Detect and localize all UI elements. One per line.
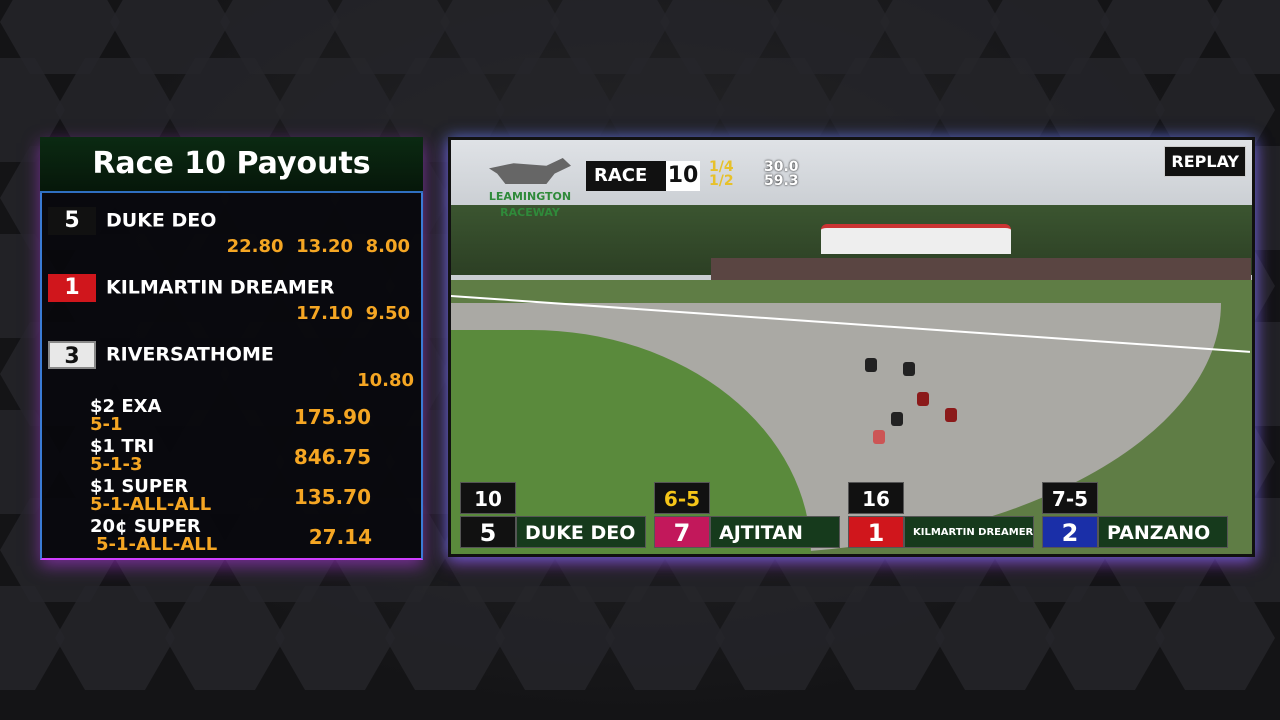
horse-name: RIVERSATHOME bbox=[106, 343, 274, 366]
odds: 6-5 bbox=[654, 482, 710, 514]
wager-label: $1 SUPER bbox=[90, 476, 189, 497]
post-position: 1 bbox=[48, 274, 96, 302]
finisher-3: 3 RIVERSATHOME bbox=[48, 341, 274, 369]
place-payout: 17.10 bbox=[296, 303, 354, 324]
post-position: 2 bbox=[1042, 516, 1098, 548]
finisher-1: 5 DUKE DEO bbox=[48, 207, 216, 235]
finisher-1-payouts: 22.80 13.20 8.00 bbox=[227, 236, 410, 257]
fraction: 1/2 bbox=[709, 173, 734, 189]
odds: 16 bbox=[848, 482, 904, 514]
horse-logo-icon bbox=[489, 158, 571, 184]
horse-name: KILMARTIN DREAMER bbox=[106, 276, 335, 299]
fractions: 1/4 1/2 bbox=[709, 160, 734, 188]
horse bbox=[865, 358, 877, 372]
tote-entry: 7-5 2 PANZANO bbox=[1042, 482, 1228, 550]
horse-name: DUKE DEO bbox=[516, 516, 646, 548]
wager-amount: 175.90 bbox=[293, 405, 371, 429]
post-position: 5 bbox=[460, 516, 516, 548]
wager-amount: 135.70 bbox=[293, 485, 371, 509]
win-payout: 22.80 bbox=[226, 236, 284, 257]
horse-name: PANZANO bbox=[1098, 516, 1228, 548]
finisher-2-payouts: 17.10 9.50 bbox=[296, 303, 410, 324]
wager-label: 20¢ SUPER bbox=[90, 516, 201, 537]
payouts-title: Race 10 Payouts bbox=[40, 137, 423, 193]
tote-entry: 10 5 DUKE DEO bbox=[460, 482, 646, 550]
split-time: 59.3 bbox=[764, 173, 799, 189]
post-position: 5 bbox=[48, 207, 96, 235]
post-position: 3 bbox=[48, 341, 96, 369]
wager-amount: 27.14 bbox=[308, 525, 372, 549]
wager-combo: 5-1 bbox=[90, 414, 123, 435]
fraction: 1/4 bbox=[709, 159, 734, 175]
tote-entry: 6-5 7 AJTITAN bbox=[654, 482, 840, 550]
show-payout: 8.00 bbox=[365, 236, 410, 257]
horse bbox=[873, 430, 885, 444]
wager-trifecta: $1 TRI 5-1-3 bbox=[90, 438, 154, 474]
horse bbox=[945, 408, 957, 422]
horse-name: KILMARTIN DREAMER bbox=[904, 516, 1034, 548]
horse bbox=[891, 412, 903, 426]
tote-entry: 16 1 KILMARTIN DREAMER bbox=[848, 482, 1034, 550]
race-number: 10 bbox=[666, 161, 700, 191]
wager-label: $2 EXA bbox=[90, 396, 162, 417]
wager-label: $1 TRI bbox=[90, 436, 155, 457]
show-payout: 9.50 bbox=[365, 303, 410, 324]
leamington-logo: LEAMINGTON RACEWAY bbox=[483, 158, 577, 220]
horse bbox=[917, 392, 929, 406]
odds: 7-5 bbox=[1042, 482, 1098, 514]
finisher-2: 1 KILMARTIN DREAMER bbox=[48, 274, 334, 302]
wager-dime-superfecta: 20¢ SUPER 5-1-ALL-ALL bbox=[90, 518, 217, 554]
finisher-3-payouts: 10.80 bbox=[357, 370, 414, 391]
barn bbox=[821, 224, 1011, 254]
race-video[interactable]: LEAMINGTON RACEWAY RACE 10 1/4 1/2 30.0 59.… bbox=[448, 137, 1255, 557]
wager-combo: 5-1-3 bbox=[90, 454, 143, 475]
horse bbox=[903, 362, 915, 376]
race-number-box: RACE 10 bbox=[586, 161, 700, 191]
split-time: 30.0 bbox=[764, 159, 799, 175]
odds: 10 bbox=[460, 482, 516, 514]
payouts-panel bbox=[40, 137, 423, 560]
wager-superfecta: $1 SUPER 5-1-ALL-ALL bbox=[90, 478, 211, 514]
place-payout: 13.20 bbox=[296, 236, 354, 257]
wager-amount: 846.75 bbox=[293, 445, 371, 469]
logo-text: LEAMINGTON RACEWAY bbox=[488, 190, 572, 219]
race-label: RACE bbox=[594, 165, 648, 186]
post-position: 7 bbox=[654, 516, 710, 548]
horse-name: AJTITAN bbox=[710, 516, 840, 548]
wager-combo: 5-1-ALL-ALL bbox=[96, 534, 218, 555]
post-position: 1 bbox=[848, 516, 904, 548]
wager-combo: 5-1-ALL-ALL bbox=[90, 494, 212, 515]
wager-exacta: $2 EXA 5-1 bbox=[90, 398, 161, 434]
horse-name: DUKE DEO bbox=[106, 209, 217, 232]
replay-badge: REPLAY bbox=[1164, 146, 1246, 177]
split-times: 30.0 59.3 bbox=[764, 160, 799, 188]
show-payout: 10.80 bbox=[357, 370, 414, 391]
